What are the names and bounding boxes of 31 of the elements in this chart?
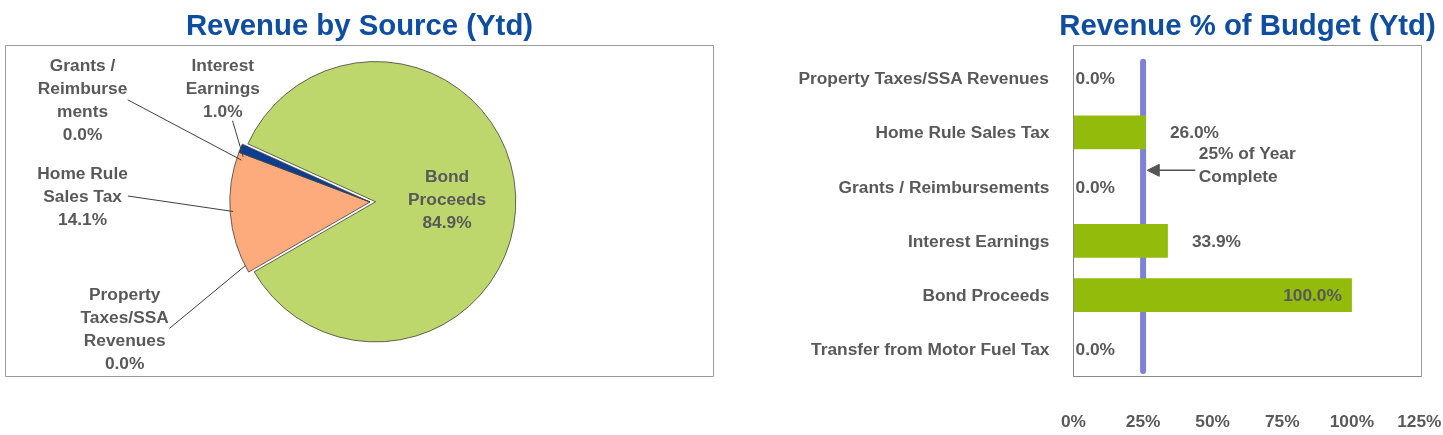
text: 0.0% [62, 124, 103, 145]
data-label: 26.0% [1169, 122, 1220, 143]
y-tick-label: Interest Earnings [907, 230, 1050, 251]
y-tick-label: Transfer from Motor Fuel Tax [811, 339, 1050, 360]
x-tick-label: 125% [1397, 410, 1442, 431]
x-tick-label: 75% [1264, 410, 1300, 431]
data-label: 0.0% [1075, 176, 1115, 197]
text: 0.0% [104, 352, 145, 373]
data-label: 100.0% [1283, 285, 1342, 306]
category-label: Property Taxes/SSA Revenues [80, 283, 169, 350]
y-tick-label: Home Rule Sales Tax [875, 122, 1050, 143]
slice-label: Interest Earnings [185, 54, 260, 98]
x-tick-label: 25% [1125, 410, 1161, 431]
data-label: 1.0% [203, 100, 243, 121]
chart-title: Revenue by Source (Ytd) [185, 7, 534, 41]
data-label: 14.1% [58, 208, 108, 229]
y-tick-label: Property Taxes/SSA Revenues [798, 68, 1049, 89]
slice-label: Bond Proceeds [408, 165, 487, 209]
data-label: 84.9% [422, 211, 472, 232]
data-label: 33.9% [1191, 230, 1242, 251]
x-tick-label: 0% [1060, 410, 1087, 431]
x-tick-label: 50% [1195, 410, 1231, 431]
y-tick-label: Grants / Reimbursements [838, 176, 1050, 197]
data-label: 0.0% [1075, 339, 1115, 360]
x-tick-label: 100% [1329, 410, 1375, 431]
data-label: 0.0% [1075, 68, 1115, 89]
y-tick-label: Bond Proceeds [922, 285, 1050, 306]
ref-line-label: 25% of Year Complete [1198, 143, 1297, 187]
chart-title: Revenue % of Budget (Ytd) [1059, 7, 1436, 41]
category-label: Grants / Reimburse ments [37, 55, 128, 122]
slice-label: Home Rule Sales Tax [37, 162, 129, 206]
